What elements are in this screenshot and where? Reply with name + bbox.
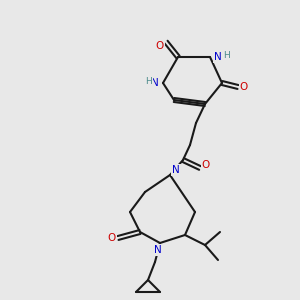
Text: O: O	[156, 41, 164, 51]
Text: O: O	[240, 82, 248, 92]
Text: N: N	[214, 52, 222, 62]
Text: N: N	[151, 78, 159, 88]
Text: H: H	[146, 76, 152, 85]
Text: O: O	[202, 160, 210, 170]
Text: H: H	[223, 50, 230, 59]
Text: N: N	[172, 165, 180, 175]
Text: N: N	[154, 245, 162, 255]
Text: O: O	[108, 233, 116, 243]
